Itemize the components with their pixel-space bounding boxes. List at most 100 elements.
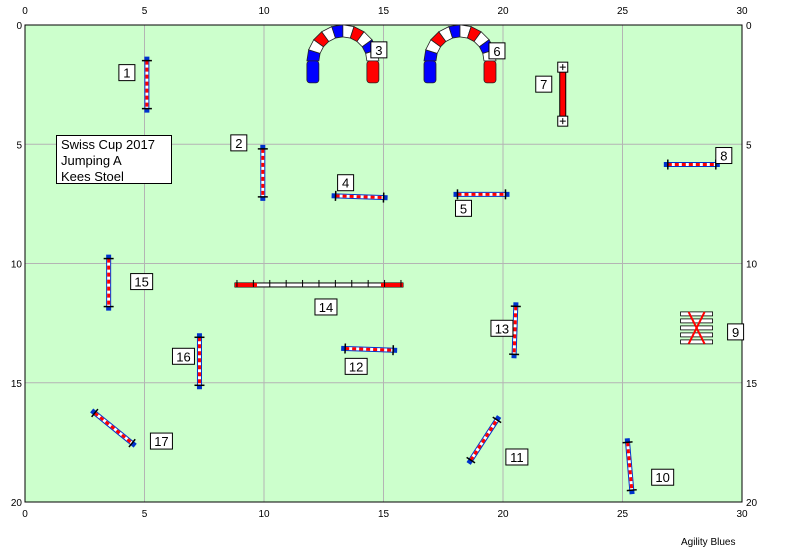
x-tick-top: 25 — [617, 6, 629, 17]
y-tick-right: 15 — [746, 379, 758, 390]
obstacle-number-text: 12 — [349, 359, 363, 374]
obstacle-number-box — [488, 42, 506, 60]
y-tick-right: 0 — [746, 21, 752, 32]
jump-pole-stripes — [512, 306, 518, 355]
obstacle-number-label: 14 — [314, 298, 338, 316]
obstacle-number-label: 6 — [488, 42, 506, 60]
obstacle-number-label: 2 — [230, 134, 248, 152]
obstacle-number-text: 6 — [493, 44, 500, 59]
y-tick-left: 10 — [11, 260, 23, 271]
course-class-line: Jumping A — [61, 153, 122, 168]
jump-obstacle — [663, 159, 720, 170]
tunnel-obstacle — [423, 24, 497, 84]
obstacle-number-box — [130, 273, 154, 291]
x-tick-top: 20 — [497, 6, 509, 17]
jump-obstacle — [453, 189, 510, 200]
x-tick-bottom: 5 — [142, 509, 148, 520]
x-tick-bottom: 25 — [617, 509, 629, 520]
x-tick-bottom: 10 — [258, 509, 270, 520]
footer-credit: Agility Blues — [681, 537, 736, 548]
course-title-line: Swiss Cup 2017 — [61, 137, 155, 152]
jump-stand — [626, 488, 637, 492]
x-tick-top: 10 — [258, 6, 270, 17]
broad-jump-plank — [680, 332, 713, 338]
obstacle-number-text: 1 — [123, 66, 130, 81]
x-tick-bottom: 30 — [736, 509, 748, 520]
obstacle-number-box — [715, 147, 733, 165]
obstacle-number-box — [118, 64, 136, 82]
x-tick-top: 5 — [142, 6, 148, 17]
y-tick-left: 0 — [16, 21, 22, 32]
jump-obstacle — [194, 333, 205, 390]
dogwalk-obstacle — [234, 279, 404, 288]
jump-pole-stripes — [345, 347, 394, 352]
obstacle-number-label: 16 — [171, 347, 195, 365]
tunnel-end-left — [306, 60, 320, 84]
obstacle-number-box — [505, 448, 529, 466]
tunnel-end-right — [366, 60, 380, 84]
obstacle-number-text: 2 — [235, 136, 242, 151]
long-jump-cross — [559, 64, 566, 71]
jump-obstacle — [141, 56, 152, 113]
course-info-box: Swiss Cup 2017 Jumping A Kees Stoel — [56, 135, 172, 184]
jump-stand — [622, 441, 633, 444]
obstacle-number-text: 4 — [342, 176, 349, 191]
jump-obstacle — [331, 190, 388, 203]
tunnel-end-left — [423, 60, 437, 84]
jump-obstacle — [622, 438, 637, 495]
obstacle-number-box — [454, 199, 472, 217]
jump-pole-stripes — [335, 194, 384, 200]
jump-stand — [128, 438, 136, 448]
obstacle-number-text: 17 — [154, 434, 168, 449]
obstacle-number-box — [149, 432, 173, 450]
obstacle-number-text: 15 — [134, 275, 148, 290]
obstacle-number-label: 10 — [651, 468, 675, 486]
jump-stand — [466, 456, 476, 464]
y-tick-right: 10 — [746, 260, 758, 271]
obstacle-number-label: 17 — [149, 432, 173, 450]
jump-pole-stripes — [626, 442, 634, 491]
obstacle-number-box — [370, 41, 388, 59]
tunnel-end-right — [483, 60, 497, 84]
obstacle-number-text: 3 — [375, 43, 382, 58]
obstacle-number-label: 1 — [118, 64, 136, 82]
broad-jump-plank — [680, 339, 713, 345]
y-tick-left: 20 — [11, 498, 23, 509]
obstacle-number-text: 10 — [655, 470, 669, 485]
obstacle-number-box — [337, 174, 355, 192]
obstacle-number-text: 8 — [720, 149, 727, 164]
obstacle-number-label: 15 — [130, 273, 154, 291]
jump-pole-stripes — [93, 411, 134, 445]
obstacle-number-label: 4 — [337, 174, 355, 192]
obstacle-number-box — [490, 319, 514, 337]
long-jump-cross — [559, 118, 566, 125]
jump-obstacle — [103, 254, 114, 311]
jump-obstacle — [341, 343, 398, 356]
obstacle-number-label: 13 — [490, 319, 514, 337]
obstacle-number-text: 9 — [732, 325, 739, 340]
obstacle-layer — [90, 24, 720, 495]
y-tick-right: 20 — [746, 498, 758, 509]
obstacle-number-text: 13 — [495, 321, 509, 336]
long-jump-bar — [559, 66, 567, 122]
course-judge-line: Kees Stoel — [61, 169, 124, 184]
dogwalk-contact-left — [234, 282, 257, 287]
obstacle-number-box — [314, 298, 338, 316]
long-jump-obstacle — [557, 61, 569, 127]
jump-pole-stripes — [469, 419, 499, 461]
field-border — [24, 24, 743, 503]
obstacle-number-label: 9 — [727, 323, 745, 341]
x-tick-bottom: 20 — [497, 509, 509, 520]
obstacle-number-box — [651, 468, 675, 486]
jump-obstacle — [466, 415, 502, 465]
obstacle-number-label: 8 — [715, 147, 733, 165]
obstacle-number-box — [230, 134, 248, 152]
jump-obstacle — [509, 302, 521, 359]
obstacle-number-box — [727, 323, 745, 341]
obstacle-number-label: 11 — [505, 448, 529, 466]
y-tick-left: 5 — [16, 140, 22, 151]
obstacle-number-box — [344, 357, 368, 375]
